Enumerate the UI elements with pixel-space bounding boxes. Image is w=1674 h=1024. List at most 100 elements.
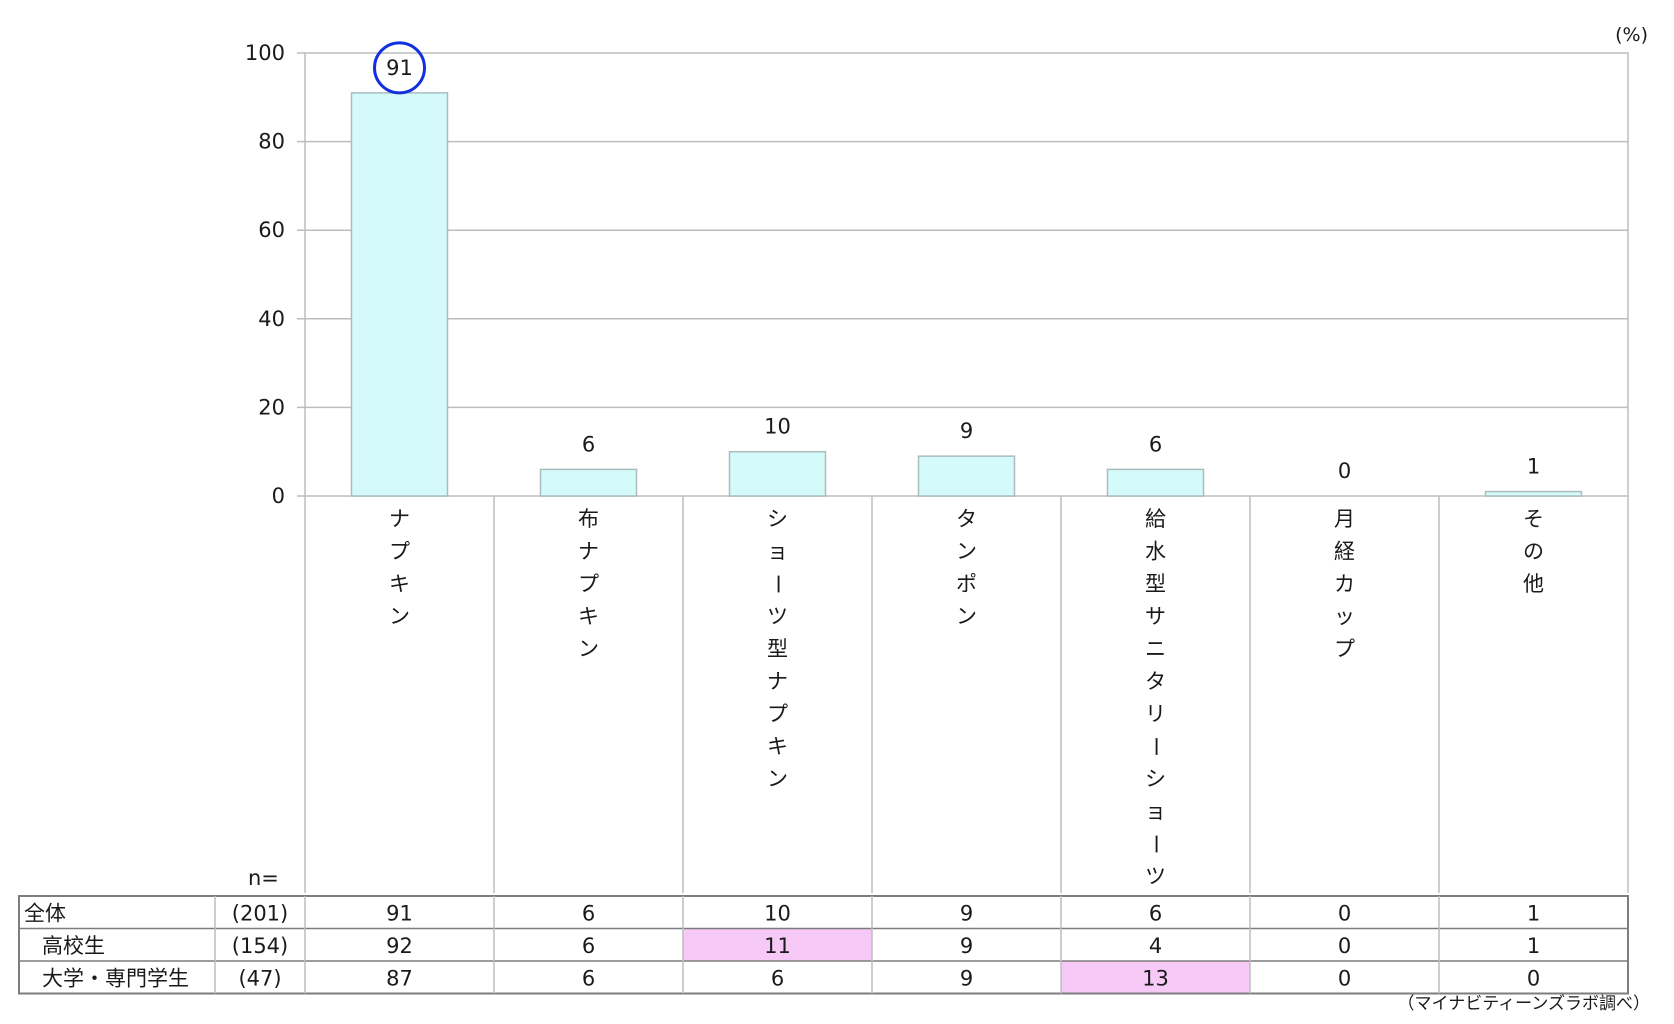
table-cell: 11 — [764, 934, 791, 958]
table-cell: 6 — [1149, 901, 1162, 925]
category-label-char: 給 — [1145, 507, 1166, 531]
table-cell: 10 — [764, 901, 791, 925]
category-label-char: ョ — [767, 540, 788, 564]
bar — [1106, 468, 1205, 497]
category-label-char: タ — [1145, 670, 1166, 694]
highlight-cell — [683, 928, 872, 961]
category-label-char: ッ — [1334, 605, 1355, 629]
category-label-char: 型 — [1145, 572, 1166, 596]
table-cell: 13 — [1142, 966, 1169, 990]
y-tick-label: 20 — [258, 395, 285, 419]
category-label-char: ン — [956, 605, 977, 629]
category-label-char: ニ — [1145, 637, 1166, 661]
category-label-char: ポ — [956, 572, 977, 596]
n-label: n= — [248, 866, 279, 890]
table-row-label: 全体 — [24, 901, 66, 925]
y-axis: 0 20 40 60 80 100 — [245, 41, 305, 508]
value-label: 6 — [582, 432, 595, 456]
value-label: 9 — [960, 419, 973, 443]
category-label-char: 経 — [1334, 540, 1355, 564]
category-label-char: プ — [1334, 637, 1355, 661]
table-row-label: 高校生 — [42, 934, 105, 958]
data-table: n= 全体 (201) 91 6 10 9 6 0 1 高校生 (154) 92 6 11 9 4 0 1 大学・専門… — [18, 866, 1629, 995]
table-cell: 6 — [582, 966, 595, 990]
category-label-char: ー — [766, 574, 790, 595]
category-label-char: キ — [389, 572, 410, 596]
table-row-n: (154) — [232, 934, 288, 958]
category-label-char: ツ — [1145, 865, 1166, 889]
category-label-char: 他 — [1523, 572, 1544, 596]
unit-label: (%) — [1615, 24, 1648, 46]
category-label-char: カ — [1334, 572, 1355, 596]
y-tick-label: 100 — [245, 41, 285, 65]
category-labels: ナプキン布ナプキンショーツ型ナプキンタンポン給水型サニタリーショーツ月経カップそ… — [304, 496, 1629, 893]
y-tick-label: 0 — [272, 484, 285, 508]
category-label-char: ー — [1144, 834, 1168, 855]
table-cell: 0 — [1527, 966, 1540, 990]
value-labels: 91 6 10 9 6 0 1 — [373, 41, 1540, 483]
table-cell: 9 — [960, 934, 973, 958]
category-label-char: サ — [1145, 605, 1166, 629]
category-label-char: ン — [767, 767, 788, 791]
bar — [350, 92, 449, 497]
category-label-char: プ — [389, 540, 410, 564]
table-cell: 1 — [1527, 934, 1540, 958]
category-label-char: タ — [956, 507, 977, 531]
bar — [1484, 490, 1583, 497]
table-cell: 6 — [582, 901, 595, 925]
table-border — [18, 895, 1629, 995]
category-label-char: ナ — [389, 507, 410, 531]
plot-area — [304, 52, 1629, 497]
table-row-n: (47) — [238, 966, 281, 990]
bar — [539, 468, 638, 497]
category-label-char: ン — [578, 637, 599, 661]
category-label-char: シ — [1145, 767, 1166, 791]
category-label-char: キ — [578, 605, 599, 629]
source-note: （マイナビティーンズラボ調べ） — [1398, 994, 1650, 1014]
table-cell: 92 — [386, 934, 413, 958]
category-label-char: ン — [956, 540, 977, 564]
bar — [917, 455, 1016, 497]
table-cell: 6 — [582, 934, 595, 958]
value-label: 10 — [764, 415, 791, 439]
table-cell: 91 — [386, 901, 413, 925]
bar — [728, 450, 827, 497]
table-cell: 0 — [1338, 966, 1351, 990]
category-label-char: 水 — [1145, 540, 1166, 564]
value-label: 6 — [1149, 432, 1162, 456]
highlight-circle — [373, 41, 426, 95]
category-label-char: ン — [389, 605, 410, 629]
category-label-char: シ — [767, 507, 788, 531]
table-row-label: 大学・専門学生 — [42, 966, 189, 990]
y-tick-label: 80 — [258, 130, 285, 154]
table-row-n: (201) — [232, 901, 288, 925]
category-label-char: プ — [578, 572, 599, 596]
category-label-char: ョ — [1145, 800, 1166, 824]
category-label-char: ツ — [767, 605, 788, 629]
category-label-char: ナ — [578, 540, 599, 564]
gridlines — [305, 140, 1628, 409]
table-cell: 0 — [1338, 934, 1351, 958]
category-label-char: プ — [767, 702, 788, 726]
value-label: 1 — [1527, 455, 1540, 479]
value-label: 91 — [386, 56, 413, 80]
table-cell: 87 — [386, 966, 413, 990]
table-cell: 9 — [960, 901, 973, 925]
category-label-char: ー — [1144, 736, 1168, 757]
table-cell: 0 — [1338, 901, 1351, 925]
table-cell: 4 — [1149, 934, 1162, 958]
bars — [350, 92, 1583, 497]
category-label-char: 型 — [767, 637, 788, 661]
table-cell: 6 — [771, 966, 784, 990]
y-tick-label: 40 — [258, 307, 285, 331]
value-label: 0 — [1338, 459, 1351, 483]
category-label-char: の — [1523, 540, 1544, 564]
category-label-char: 布 — [578, 507, 599, 531]
category-label-char: そ — [1523, 507, 1544, 531]
y-tick-label: 60 — [258, 218, 285, 242]
table-cell: 9 — [960, 966, 973, 990]
category-label-char: ナ — [767, 670, 788, 694]
category-label-char: キ — [767, 735, 788, 759]
table-cell: 1 — [1527, 901, 1540, 925]
